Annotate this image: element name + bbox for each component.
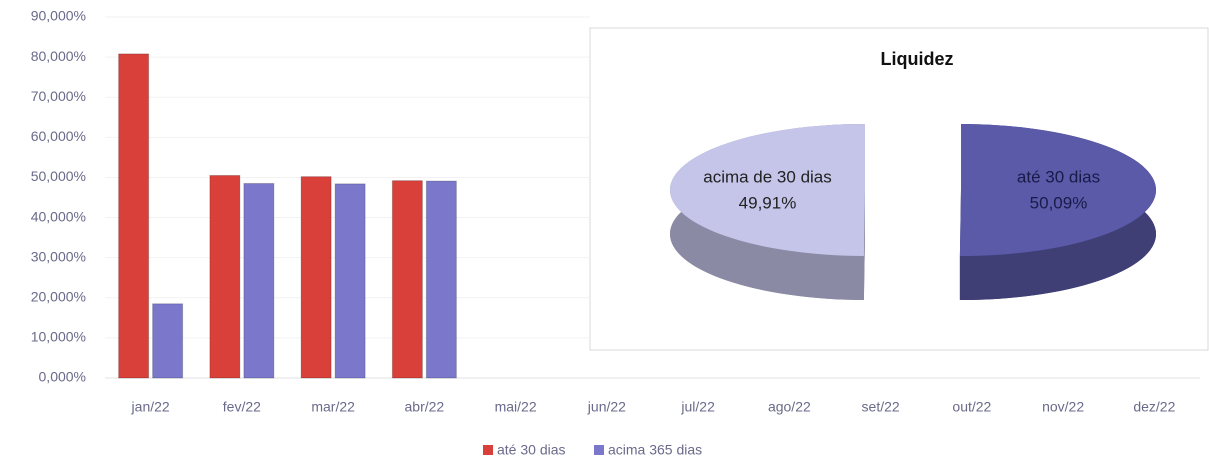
x-tick-label: mar/22 — [311, 399, 355, 415]
bar — [118, 53, 150, 379]
slice-label: acima de 30 dias — [703, 167, 832, 186]
x-tick-label: out/22 — [952, 399, 991, 415]
y-tick-label: 90,000% — [31, 8, 86, 24]
bar — [300, 176, 332, 379]
y-tick-label: 70,000% — [31, 88, 86, 104]
x-tick-label: abr/22 — [405, 399, 445, 415]
slice-value-label: 49,91% — [739, 193, 797, 212]
y-tick-label: 0,000% — [39, 369, 86, 385]
pie-slice — [669, 123, 866, 300]
legend-label: acima 365 dias — [608, 442, 702, 458]
x-tick-label: set/22 — [862, 399, 900, 415]
pie-slice — [959, 124, 1156, 301]
bar — [391, 180, 423, 379]
legend-label: até 30 dias — [497, 442, 566, 458]
y-tick-label: 10,000% — [31, 329, 86, 345]
bar — [425, 180, 457, 379]
slice-top — [670, 123, 866, 256]
x-tick-label: jul/22 — [680, 399, 715, 415]
y-tick-label: 50,000% — [31, 168, 86, 184]
y-tick-label: 30,000% — [31, 248, 86, 264]
x-tick-label: mai/22 — [495, 399, 537, 415]
y-tick-label: 60,000% — [31, 128, 86, 144]
slice-label: até 30 dias — [1017, 168, 1100, 187]
legend-swatch — [594, 445, 604, 455]
y-tick-label: 80,000% — [31, 48, 86, 64]
slice-wall — [863, 123, 866, 300]
x-tick-label: fev/22 — [223, 399, 261, 415]
slice-top — [959, 124, 1156, 257]
y-tick-label: 40,000% — [31, 208, 86, 224]
bar — [152, 303, 184, 379]
legend-swatch — [483, 445, 493, 455]
bar — [243, 182, 275, 379]
x-tick-label: nov/22 — [1042, 399, 1084, 415]
pie-title: Liquidez — [881, 49, 954, 69]
bar — [209, 174, 241, 379]
x-tick-label: ago/22 — [768, 399, 811, 415]
x-tick-label: dez/22 — [1133, 399, 1175, 415]
bar — [334, 183, 366, 379]
y-tick-label: 20,000% — [31, 288, 86, 304]
x-tick-label: jan/22 — [131, 399, 170, 415]
slice-value-label: 50,09% — [1030, 194, 1088, 213]
x-tick-label: jun/22 — [587, 399, 626, 415]
